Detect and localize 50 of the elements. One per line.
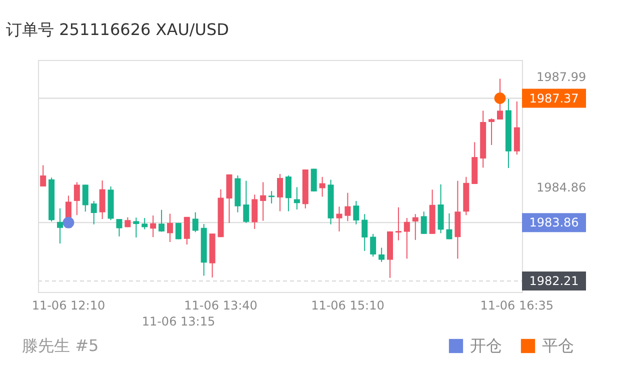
candlestick [285, 174, 292, 212]
x-tick-label: 11-06 13:15 [142, 314, 216, 328]
chart-title: 订单号 251116626 XAU/USD [6, 20, 229, 39]
candlestick [82, 184, 88, 212]
ref-line-label: 1987.37 [529, 91, 579, 106]
candlestick [294, 186, 300, 210]
x-tick-label: 11-06 13:40 [184, 298, 258, 312]
x-tick-label: 11-06 16:35 [480, 298, 554, 312]
y-tick-label: 1987.99 [536, 70, 586, 84]
candlestick [243, 180, 250, 224]
candlestick [420, 211, 427, 234]
candlestick [57, 208, 63, 244]
candlestick [40, 164, 46, 187]
candlestick [74, 182, 80, 216]
candlestick [310, 168, 317, 192]
candlestick [167, 213, 173, 243]
candlestick [395, 206, 402, 241]
candlestick [268, 190, 275, 204]
candlestick [252, 194, 258, 230]
candlestick [412, 214, 418, 240]
y-tick-label: 1984.86 [536, 180, 586, 195]
candlestick [446, 212, 452, 240]
candlestick [192, 212, 198, 233]
candlestick [133, 217, 140, 238]
candlestick [336, 206, 342, 232]
candlestick [404, 217, 410, 260]
candlestick [90, 200, 97, 225]
ref-line-label: 1982.21 [529, 274, 579, 288]
candlestick [150, 214, 156, 238]
candlestick [277, 174, 283, 212]
candlestick [142, 217, 148, 230]
candlestick [184, 216, 190, 246]
text: 滕先生 #5 [22, 336, 99, 355]
candlestick [99, 180, 106, 220]
x-tick-label: 11-06 12:10 [32, 298, 106, 312]
candlestick [319, 176, 326, 198]
candlestick [344, 192, 351, 222]
candlestick [370, 233, 376, 258]
candlestick [158, 209, 165, 232]
candlestick [488, 118, 495, 146]
x-tick-label: 11-06 15:10 [311, 298, 384, 312]
candlestick [353, 200, 360, 225]
legend-label: 平仓 [542, 336, 574, 355]
candlestick [260, 182, 266, 222]
candlestick [116, 218, 122, 237]
ref-line-label: 1983.86 [529, 216, 579, 230]
candlestick [497, 78, 503, 120]
candlestick [378, 247, 385, 262]
candlestick [362, 214, 368, 252]
legend-label: 开仓 [470, 336, 502, 355]
